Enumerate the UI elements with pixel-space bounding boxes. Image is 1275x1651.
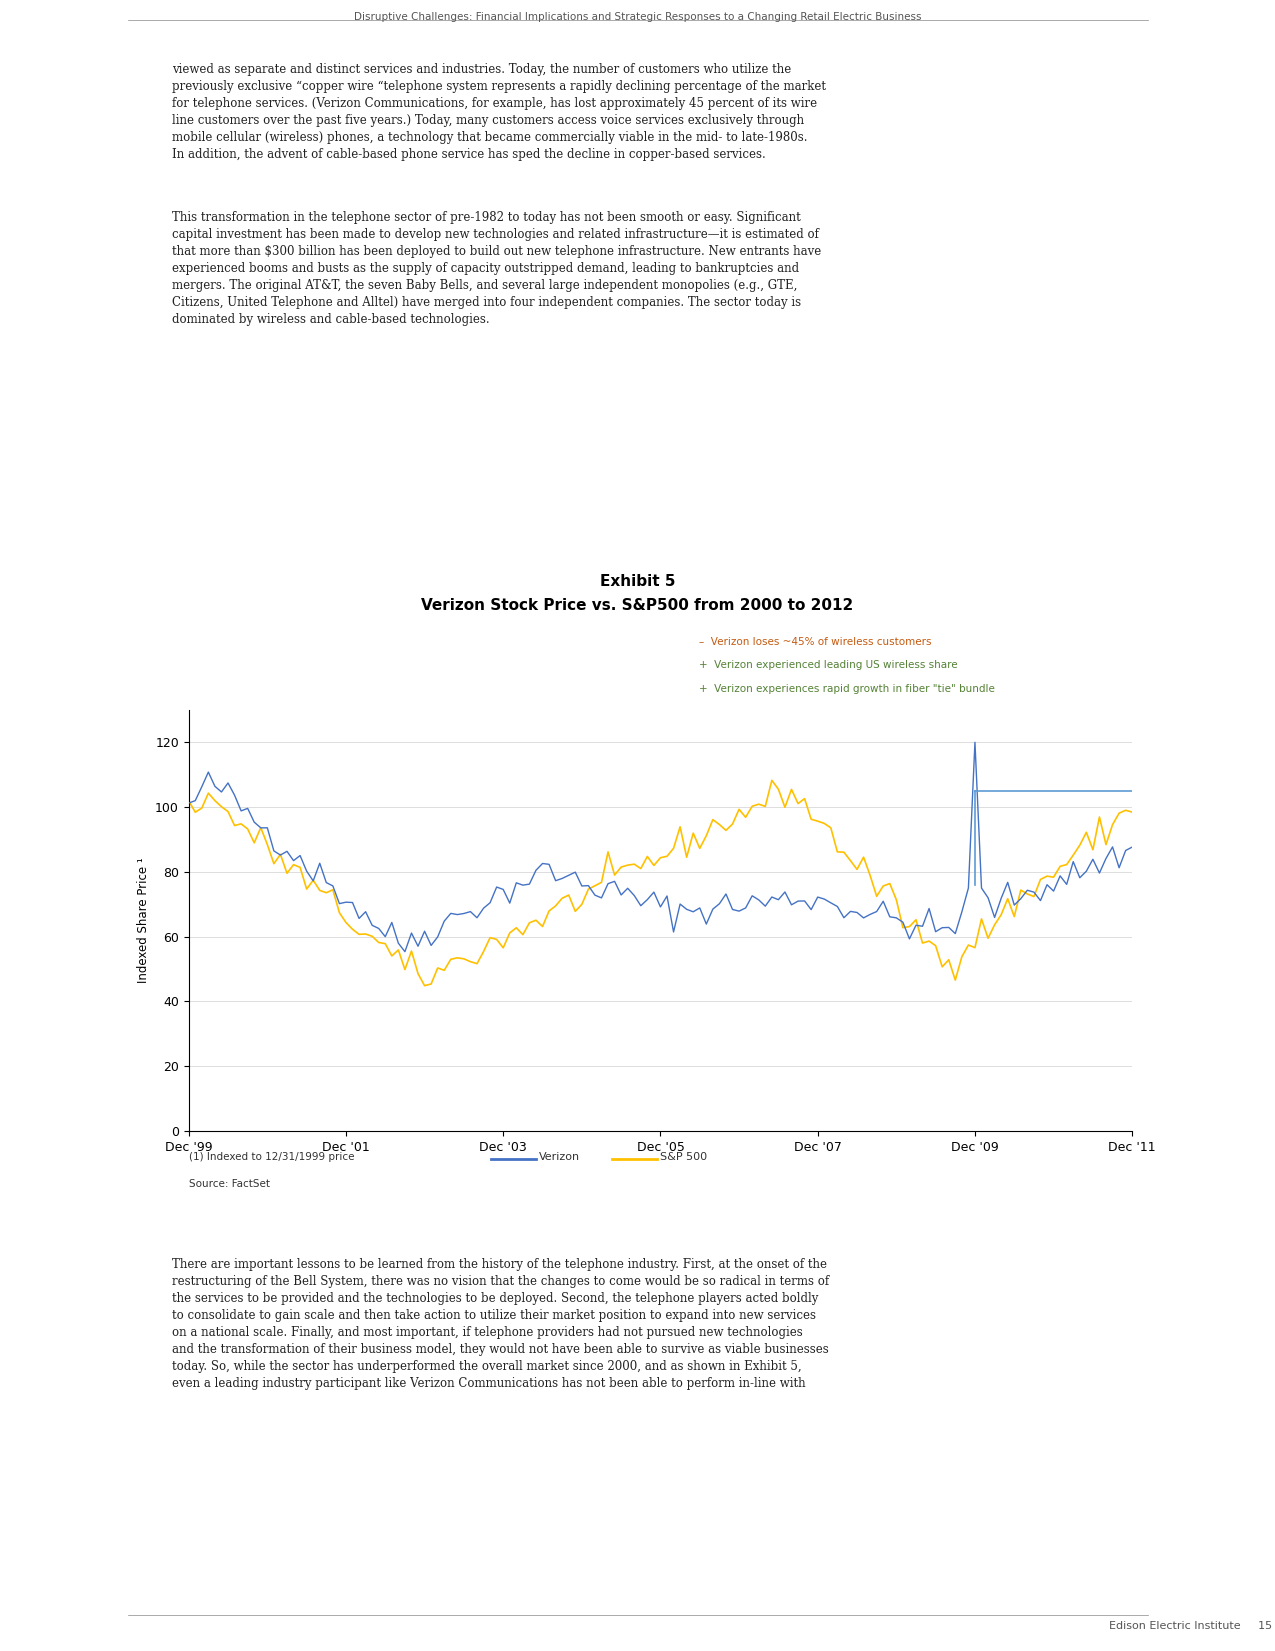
Text: +  Verizon experiences rapid growth in fiber "tie" bundle: + Verizon experiences rapid growth in fi… <box>699 684 994 693</box>
Text: Verizon: Verizon <box>539 1152 580 1162</box>
Text: viewed as separate and distinct services and industries. Today, the number of cu: viewed as separate and distinct services… <box>172 63 826 160</box>
Text: –  Verizon loses ~45% of wireless customers: – Verizon loses ~45% of wireless custome… <box>699 637 931 647</box>
Text: (1) Indexed to 12/31/1999 price: (1) Indexed to 12/31/1999 price <box>189 1152 354 1162</box>
Y-axis label: Indexed Share Price ¹: Indexed Share Price ¹ <box>136 857 149 984</box>
Text: This transformation in the telephone sector of pre-1982 to today has not been sm: This transformation in the telephone sec… <box>172 211 821 327</box>
Text: +  Verizon experienced leading US wireless share: + Verizon experienced leading US wireles… <box>699 660 958 670</box>
Text: Source: FactSet: Source: FactSet <box>189 1179 270 1189</box>
Text: Edison Electric Institute     15: Edison Electric Institute 15 <box>1109 1621 1272 1631</box>
Text: Disruptive Challenges: Financial Implications and Strategic Responses to a Chang: Disruptive Challenges: Financial Implica… <box>353 12 922 21</box>
Text: S&P 500: S&P 500 <box>660 1152 708 1162</box>
Text: Exhibit 5: Exhibit 5 <box>599 575 676 589</box>
Text: Verizon Stock Price vs. S&P500 from 2000 to 2012: Verizon Stock Price vs. S&P500 from 2000… <box>421 598 854 613</box>
Text: There are important lessons to be learned from the history of the telephone indu: There are important lessons to be learne… <box>172 1258 829 1390</box>
